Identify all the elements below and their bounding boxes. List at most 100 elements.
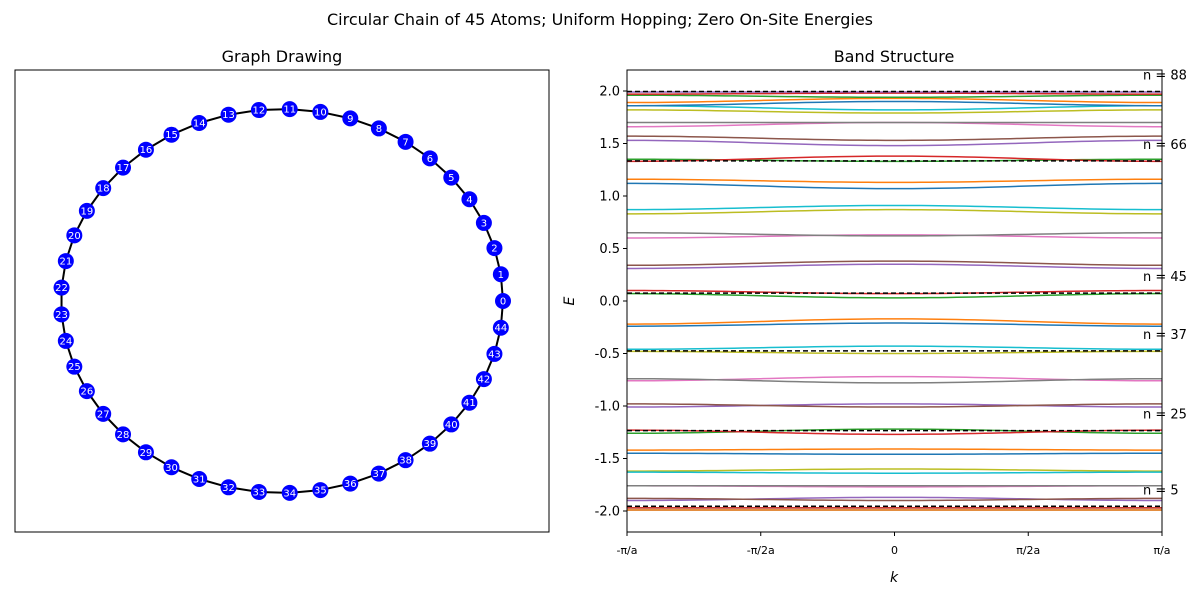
node-marker (115, 426, 132, 443)
graph-node: 3 (475, 214, 492, 231)
node-label: 4 (466, 195, 472, 206)
reference-level-label: n = 88 (1143, 69, 1187, 84)
graph-node: 37 (370, 465, 387, 482)
node-marker (115, 159, 132, 176)
band-line (627, 100, 1162, 107)
node-label: 39 (424, 439, 437, 450)
band-line (627, 428, 1162, 435)
node-label: 12 (253, 106, 266, 117)
node-marker (370, 120, 387, 137)
node-marker (461, 394, 478, 411)
node-label: 17 (117, 163, 130, 174)
node-marker (250, 483, 267, 500)
node-label: 38 (399, 456, 412, 467)
graph-node: 7 (397, 133, 414, 150)
node-label: 9 (347, 114, 353, 125)
graph-frame (14, 69, 550, 533)
node-label: 29 (140, 448, 153, 459)
node-label: 18 (97, 184, 110, 195)
band-line (627, 135, 1162, 142)
y-tick-label: 1.5 (599, 137, 620, 152)
band-line (627, 263, 1162, 270)
node-label: 35 (314, 486, 327, 497)
graph-node: 17 (115, 159, 132, 176)
graph-node: 41 (461, 394, 478, 411)
graph-node: 33 (250, 483, 267, 500)
band-line (627, 92, 1162, 95)
node-marker (312, 482, 329, 499)
node-marker (191, 114, 208, 131)
node-marker (220, 106, 237, 123)
graph-node: 32 (220, 479, 237, 496)
y-tick-label: -0.5 (595, 347, 620, 362)
reference-level-label: n = 37 (1143, 328, 1187, 343)
node-marker (342, 110, 359, 127)
graph-nodes: 0123456789101112131415161718192021222324… (53, 101, 511, 501)
node-marker (95, 180, 112, 197)
band-line (627, 234, 1162, 239)
graph-node: 2 (486, 240, 503, 257)
band-line (627, 377, 1162, 384)
band-line (627, 350, 1162, 355)
band-line (627, 452, 1162, 456)
node-label: 13 (222, 110, 235, 121)
node-marker (137, 141, 154, 158)
band-line (627, 178, 1162, 184)
graph-node: 18 (95, 180, 112, 197)
node-marker (475, 214, 492, 231)
graph-node: 13 (220, 106, 237, 123)
graph-panel: Graph Drawing 01234567891011121314151617… (14, 47, 550, 533)
graph-node: 28 (115, 426, 132, 443)
node-marker (312, 103, 329, 120)
y-axis-ticks: -2.0 -1.5 -1.0 -0.5 0.0 0.5 1.0 1.5 2.0 (595, 85, 627, 520)
x-axis-ticks: -π/a -π/2a 0 π/2a π/a (616, 532, 1171, 557)
band-line (627, 109, 1162, 114)
reference-level-label: n = 45 (1143, 270, 1187, 285)
y-tick-label: -2.0 (595, 505, 620, 520)
y-tick-label: 1.0 (599, 190, 620, 205)
x-tick-label: π/2a (1016, 544, 1040, 557)
band-line (627, 497, 1162, 502)
node-label: 19 (81, 206, 94, 217)
y-tick-label: 0.0 (599, 295, 620, 310)
graph-node: 16 (137, 141, 154, 158)
band-line (627, 232, 1162, 237)
graph-node: 15 (163, 126, 180, 143)
node-label: 0 (500, 297, 506, 308)
figure-title: Circular Chain of 45 Atoms; Uniform Hopp… (327, 10, 873, 29)
band-line (627, 471, 1162, 474)
x-tick-label: -π/a (616, 544, 637, 557)
band-line (627, 182, 1162, 190)
graph-node: 35 (312, 482, 329, 499)
node-marker (492, 319, 509, 336)
graph-node: 11 (281, 101, 298, 118)
graph-node: 0 (495, 293, 511, 309)
node-label: 20 (68, 231, 81, 242)
node-marker (137, 444, 154, 461)
graph-node: 26 (78, 383, 95, 400)
graph-node: 42 (475, 371, 492, 388)
node-label: 42 (478, 375, 491, 386)
band-line (627, 292, 1162, 299)
graph-node: 21 (57, 253, 74, 270)
node-label: 37 (373, 469, 386, 480)
node-marker (281, 484, 298, 501)
node-marker (57, 332, 74, 349)
node-marker (250, 102, 267, 119)
node-marker (492, 266, 509, 283)
node-marker (191, 471, 208, 488)
node-marker (486, 240, 503, 257)
graph-node: 12 (250, 102, 267, 119)
node-marker (370, 465, 387, 482)
node-label: 8 (376, 124, 382, 135)
node-label: 3 (481, 218, 487, 229)
graph-node: 39 (421, 435, 438, 452)
band-line (627, 345, 1162, 351)
node-label: 10 (314, 107, 327, 118)
node-marker (421, 150, 438, 167)
node-marker (461, 191, 478, 208)
reference-level-label: n = 25 (1143, 408, 1187, 423)
graph-title: Graph Drawing (222, 47, 343, 66)
band-title: Band Structure (834, 47, 955, 66)
graph-node: 19 (78, 202, 95, 219)
